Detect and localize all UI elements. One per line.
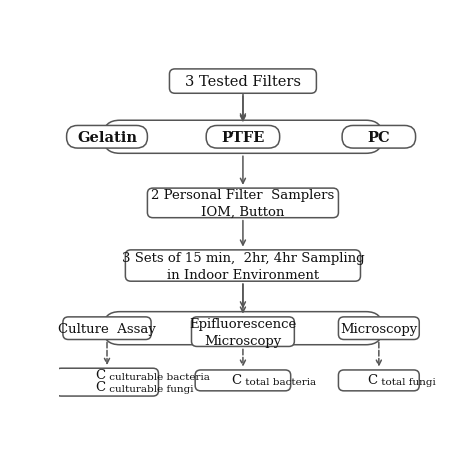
FancyBboxPatch shape: [338, 370, 419, 391]
Text: Epifluorescence
Microscopy: Epifluorescence Microscopy: [189, 317, 297, 347]
Text: Gelatin: Gelatin: [77, 130, 137, 144]
FancyBboxPatch shape: [55, 368, 158, 396]
Text: PTFE: PTFE: [221, 130, 264, 144]
FancyBboxPatch shape: [66, 126, 147, 149]
FancyBboxPatch shape: [125, 250, 360, 281]
Text: C: C: [95, 381, 105, 394]
Text: 2 Personal Filter  Samplers
IOM, Button: 2 Personal Filter Samplers IOM, Button: [151, 189, 335, 218]
FancyBboxPatch shape: [338, 317, 419, 340]
Text: C: C: [95, 368, 105, 381]
Text: PC: PC: [367, 130, 390, 144]
Text: C: C: [231, 373, 241, 386]
Text: total bacteria: total bacteria: [242, 377, 316, 386]
Text: culturable bacteria: culturable bacteria: [106, 373, 210, 382]
Text: 3 Tested Filters: 3 Tested Filters: [185, 75, 301, 89]
Text: total fungi: total fungi: [378, 377, 436, 386]
FancyBboxPatch shape: [195, 370, 291, 391]
FancyBboxPatch shape: [169, 70, 316, 94]
FancyBboxPatch shape: [206, 126, 280, 149]
Text: Microscopy: Microscopy: [340, 322, 418, 335]
FancyBboxPatch shape: [191, 317, 294, 347]
Text: Culture  Assay: Culture Assay: [58, 322, 156, 335]
FancyBboxPatch shape: [147, 189, 338, 218]
Text: culturable fungi: culturable fungi: [106, 385, 193, 394]
Text: C: C: [367, 373, 377, 386]
FancyBboxPatch shape: [63, 317, 151, 340]
FancyBboxPatch shape: [342, 126, 416, 149]
Text: 3 Sets of 15 min,  2hr, 4hr Sampling
in Indoor Environment: 3 Sets of 15 min, 2hr, 4hr Sampling in I…: [122, 251, 364, 281]
